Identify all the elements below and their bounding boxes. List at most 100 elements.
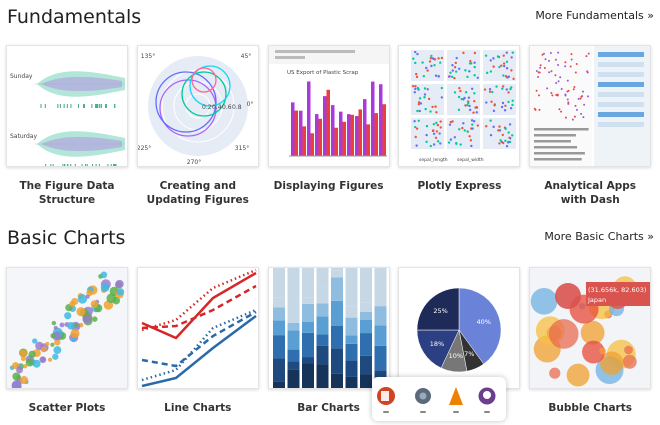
bar — [350, 114, 354, 156]
more-link[interactable]: More Fundamentals » — [535, 9, 654, 22]
vlc-icon[interactable] — [449, 387, 463, 405]
dot — [572, 88, 575, 91]
dot — [417, 86, 420, 90]
dot — [412, 57, 415, 60]
dot — [492, 57, 496, 60]
dot — [486, 71, 489, 75]
dot — [106, 293, 117, 304]
thumbnail[interactable] — [529, 45, 652, 167]
card-label[interactable]: Displaying Figures — [273, 180, 384, 192]
card[interactable]: US Export of Plastic Scrap Displaying Fig… — [267, 45, 390, 193]
dot — [437, 123, 440, 127]
thumbnail[interactable]: 135° 45° 0° 225° 270° 315° 0.2 0.4 0.6 0.8 — [136, 45, 259, 167]
dot — [505, 51, 509, 54]
thumb-text: 7% — [465, 350, 475, 358]
text-line — [534, 158, 582, 161]
dot — [414, 61, 417, 65]
thumb-text: 0.2 — [202, 104, 212, 111]
dot — [438, 132, 442, 135]
dot — [453, 136, 457, 139]
dot — [489, 59, 493, 62]
card[interactable]: Sunday Saturday The Figure Data Structure — [6, 45, 128, 207]
field — [598, 92, 645, 97]
dot — [420, 102, 423, 105]
bar-segment — [345, 360, 358, 377]
thumbnail[interactable]: sepal_length sepal_width — [398, 45, 521, 167]
card[interactable]: Scatter Plots — [6, 267, 128, 415]
dot — [504, 127, 508, 130]
more-link[interactable]: More Basic Charts » — [544, 230, 654, 243]
dot — [491, 90, 494, 94]
panel — [483, 50, 517, 81]
card-label[interactable]: Bar Charts — [297, 402, 360, 414]
dot — [485, 54, 488, 57]
bar-segment — [301, 332, 314, 358]
dot — [53, 325, 58, 330]
dot — [469, 59, 472, 63]
thumbnail[interactable] — [6, 267, 128, 389]
dot — [462, 122, 465, 125]
dot — [82, 314, 92, 324]
dot — [507, 141, 510, 144]
card[interactable]: 25%40%18%10%7%Pie Charts — [398, 267, 521, 415]
dot — [85, 294, 90, 299]
bar-segment — [316, 334, 329, 346]
card[interactable]: 135° 45° 0° 225° 270° 315° 0.2 0.4 0.6 0.8 Creatin… — [136, 45, 259, 207]
bar-segment — [316, 345, 329, 365]
dot — [490, 133, 493, 137]
bar-segment — [345, 268, 358, 307]
dot — [71, 297, 79, 306]
thumbnail[interactable] — [136, 267, 259, 389]
thumbnail[interactable]: 25% 40% 18% 10% 7% — [398, 267, 521, 389]
bar — [290, 102, 295, 156]
thumb-text: 0° — [246, 101, 253, 108]
card-label[interactable]: Analytical Apps with Dash — [544, 180, 637, 206]
bar-segment — [287, 369, 300, 388]
dot — [19, 349, 27, 357]
dot — [511, 51, 515, 54]
dot — [115, 279, 124, 289]
dot — [432, 129, 435, 132]
dot — [40, 356, 46, 362]
thumbnail[interactable]: US Export of Plastic Scrap — [267, 45, 390, 167]
dot — [555, 58, 558, 61]
card[interactable]: Analytical Apps with Dash — [529, 45, 652, 207]
dot — [77, 294, 88, 304]
bar — [306, 81, 311, 156]
card-label[interactable]: Plotly Express — [417, 180, 502, 192]
card-label[interactable]: Line Charts — [164, 402, 232, 414]
dot — [467, 101, 470, 105]
bar-segment — [359, 333, 372, 356]
bar — [342, 121, 346, 156]
bar-segment — [330, 270, 343, 278]
dot — [579, 97, 582, 100]
thumbnail[interactable]: (31.656k, 82.603) Japan — [529, 267, 652, 389]
bar-segment — [330, 373, 343, 388]
dot — [453, 76, 457, 80]
dot — [587, 52, 590, 55]
dot — [497, 129, 500, 132]
card-label[interactable]: Creating and Updating Figures — [146, 180, 249, 206]
card[interactable]: sepal_length sepal_width Plotly Express — [398, 45, 521, 193]
dot — [470, 139, 473, 142]
dot — [421, 61, 425, 64]
thumbnail[interactable] — [267, 267, 390, 389]
section-title: Basic Charts — [7, 227, 126, 249]
dot — [429, 110, 433, 113]
bar-segment — [287, 305, 300, 323]
dot — [455, 70, 458, 73]
dot — [473, 61, 477, 64]
dot — [71, 337, 76, 342]
dot — [439, 61, 442, 64]
card-label[interactable]: The Figure Data Structure — [19, 180, 115, 206]
thumbnail[interactable]: Sunday Saturday — [6, 45, 128, 167]
dot — [416, 52, 420, 56]
card[interactable]: (31.656k, 82.603) Japan Bubble Charts — [529, 267, 652, 415]
card-label[interactable]: Scatter Plots — [28, 402, 106, 414]
bar — [330, 105, 335, 156]
card-label[interactable]: Bubble Charts — [548, 402, 632, 414]
thumb-text: 45° — [240, 53, 251, 60]
dot — [16, 366, 23, 374]
pie-slice — [417, 287, 460, 331]
card[interactable]: Line Charts — [136, 267, 259, 415]
